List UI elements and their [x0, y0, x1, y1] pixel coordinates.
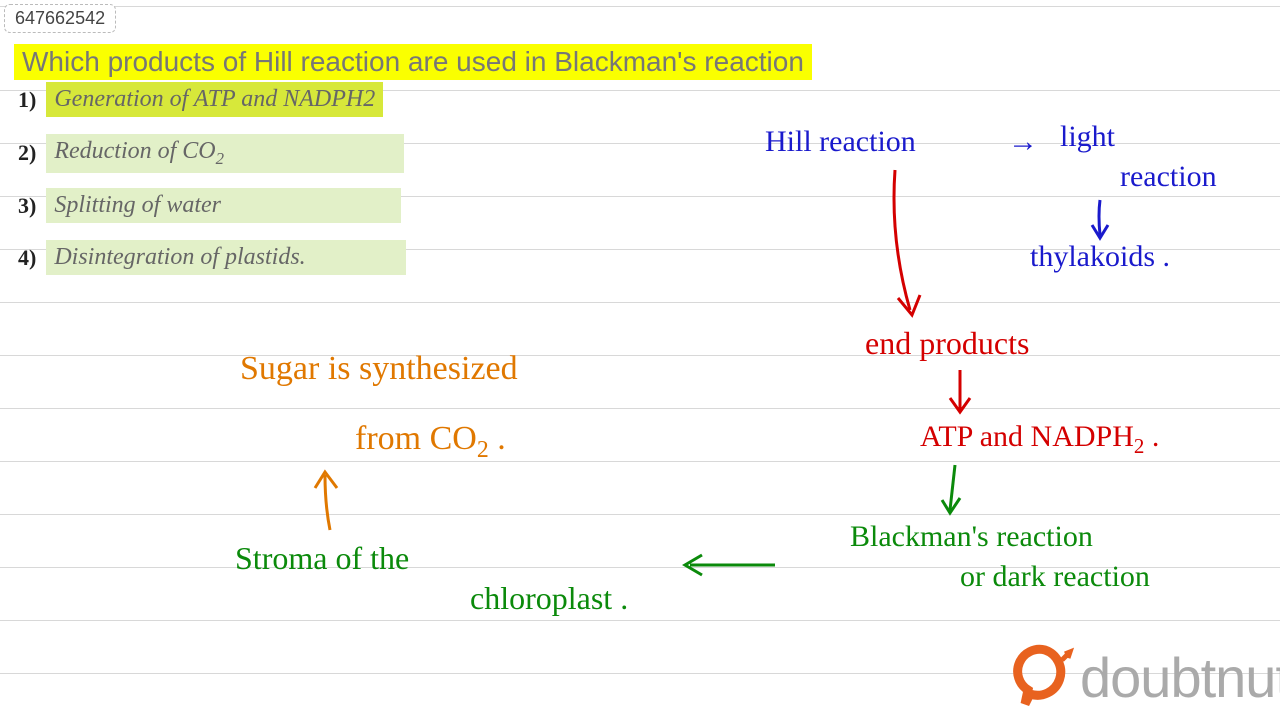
arrows-overlay [0, 0, 1280, 720]
logo-icon [1010, 642, 1080, 712]
logo-text: doubtnut [1080, 645, 1280, 710]
doubtnut-logo: doubtnut [1010, 642, 1280, 712]
